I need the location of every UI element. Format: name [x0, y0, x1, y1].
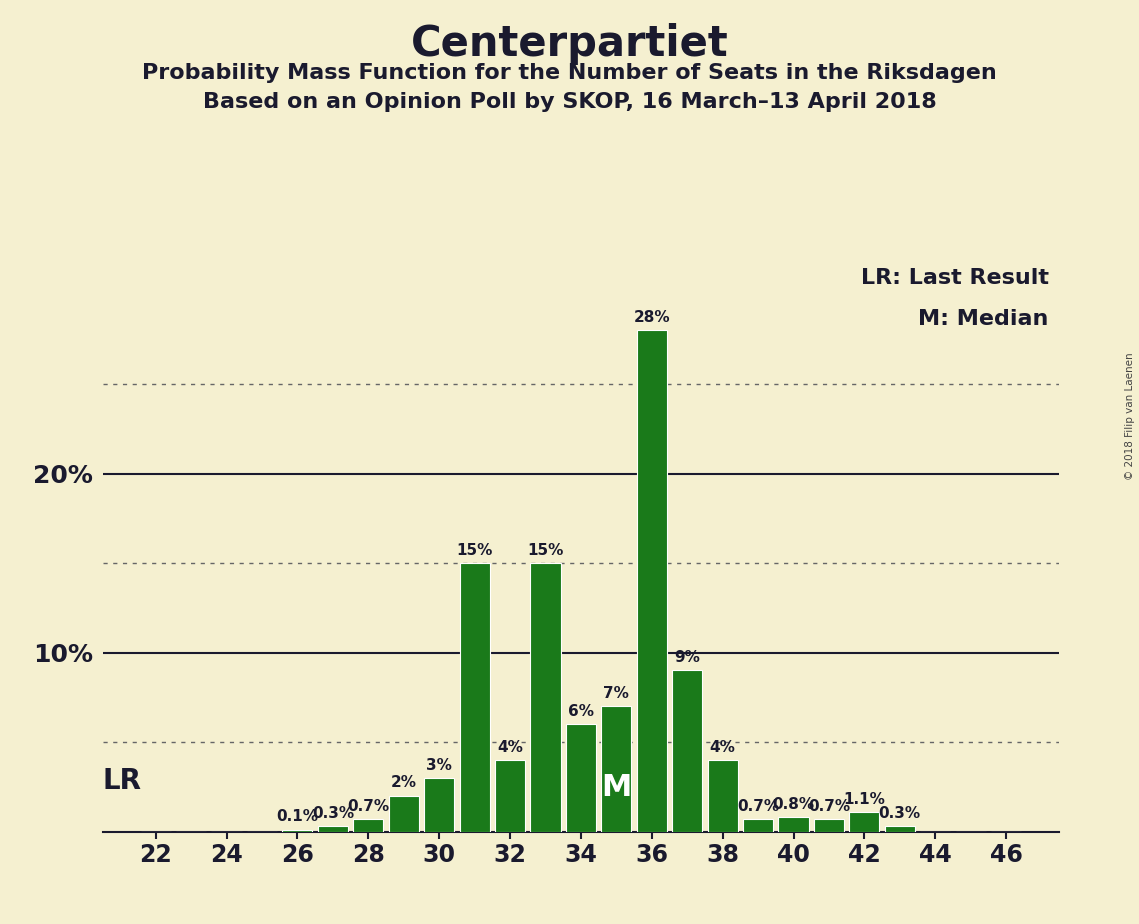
- Text: Probability Mass Function for the Number of Seats in the Riksdagen: Probability Mass Function for the Number…: [142, 63, 997, 83]
- Text: Centerpartiet: Centerpartiet: [411, 23, 728, 65]
- Text: 0.3%: 0.3%: [312, 806, 354, 821]
- Bar: [814, 819, 844, 832]
- Text: M: M: [601, 773, 631, 802]
- Text: 0.8%: 0.8%: [772, 796, 814, 812]
- Text: Based on an Opinion Poll by SKOP, 16 March–13 April 2018: Based on an Opinion Poll by SKOP, 16 Mar…: [203, 92, 936, 113]
- Text: LR: Last Result: LR: Last Result: [861, 268, 1049, 287]
- Bar: [495, 760, 525, 832]
- Bar: [637, 331, 666, 832]
- Text: © 2018 Filip van Laenen: © 2018 Filip van Laenen: [1125, 352, 1134, 480]
- Text: 0.3%: 0.3%: [879, 806, 920, 821]
- Text: 0.7%: 0.7%: [737, 798, 779, 814]
- Text: 6%: 6%: [568, 704, 593, 719]
- Text: 0.7%: 0.7%: [808, 798, 850, 814]
- Bar: [353, 819, 384, 832]
- Text: 0.7%: 0.7%: [347, 798, 390, 814]
- Bar: [707, 760, 738, 832]
- Text: M: Median: M: Median: [918, 309, 1049, 329]
- Bar: [388, 796, 419, 832]
- Bar: [601, 706, 631, 832]
- Bar: [318, 826, 347, 832]
- Bar: [424, 778, 454, 832]
- Bar: [778, 817, 809, 832]
- Bar: [743, 819, 773, 832]
- Text: 28%: 28%: [633, 310, 670, 325]
- Bar: [672, 671, 703, 832]
- Text: LR: LR: [103, 768, 141, 796]
- Bar: [850, 812, 879, 832]
- Text: 2%: 2%: [391, 775, 417, 790]
- Bar: [566, 724, 596, 832]
- Text: 1.1%: 1.1%: [844, 792, 885, 807]
- Text: 0.1%: 0.1%: [277, 809, 319, 824]
- Text: 9%: 9%: [674, 650, 700, 665]
- Text: 4%: 4%: [710, 739, 736, 755]
- Text: 4%: 4%: [497, 739, 523, 755]
- Bar: [459, 563, 490, 832]
- Text: 7%: 7%: [604, 686, 629, 701]
- Text: 15%: 15%: [527, 542, 564, 558]
- Text: 15%: 15%: [457, 542, 493, 558]
- Bar: [885, 826, 915, 832]
- Bar: [531, 563, 560, 832]
- Text: 3%: 3%: [426, 758, 452, 772]
- Bar: [282, 830, 312, 832]
